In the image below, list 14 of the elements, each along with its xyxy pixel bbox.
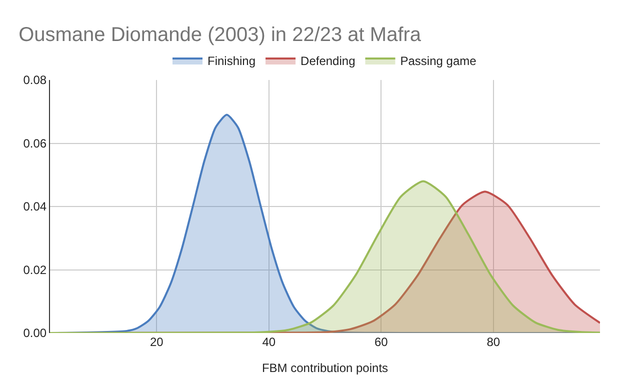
- chart-title: Ousmane Diomande (2003) in 22/23 at Mafra: [18, 24, 422, 46]
- x-tick-label: 40: [262, 335, 276, 349]
- x-axis-title: FBM contribution points: [262, 360, 388, 375]
- y-tick-label: 0.00: [23, 326, 47, 340]
- y-tick-label: 0.06: [23, 136, 47, 150]
- y-tick-label: 0.08: [23, 73, 47, 88]
- legend-label: Passing game: [400, 54, 477, 68]
- x-tick-label: 80: [486, 335, 500, 349]
- legend-label: Finishing: [208, 54, 256, 68]
- legend-label: Defending: [300, 54, 356, 68]
- y-tick-label: 0.04: [23, 200, 47, 214]
- x-tick-label: 20: [150, 335, 164, 349]
- y-tick-label: 0.02: [23, 262, 47, 277]
- x-tick-label: 60: [374, 335, 388, 349]
